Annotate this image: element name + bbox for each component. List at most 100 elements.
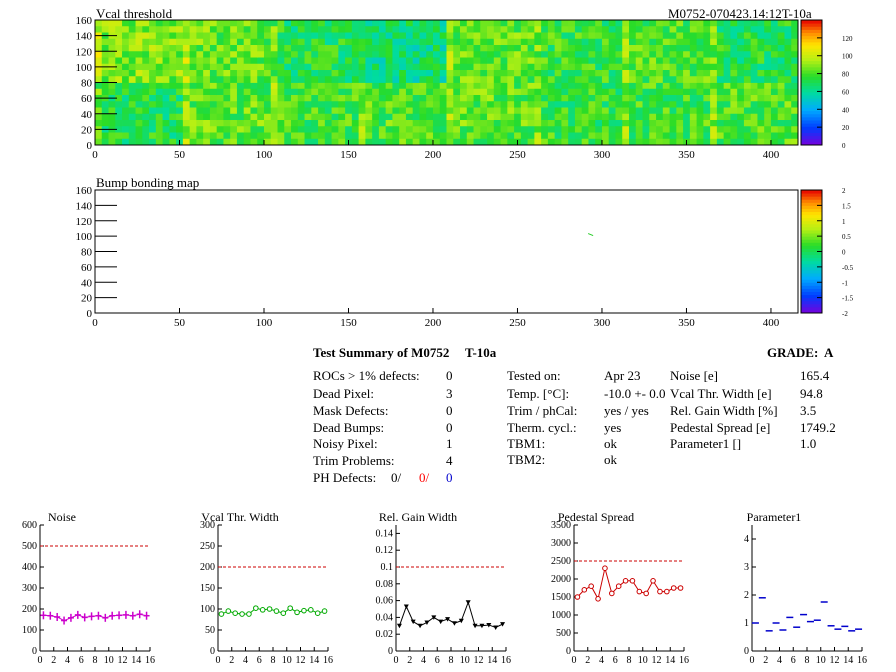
- heat-cell: [412, 132, 420, 140]
- heat-cell: [432, 32, 441, 40]
- heat-cell: [338, 126, 346, 133]
- heat-cell: [351, 107, 360, 115]
- heat-cell: [257, 57, 265, 65]
- heat-cell: [223, 70, 231, 77]
- heat-cell: [473, 45, 481, 52]
- heat-cell: [405, 76, 414, 83]
- heat-cell: [710, 38, 718, 46]
- heat-cell: [263, 51, 272, 58]
- heat-cell: [378, 76, 387, 83]
- heat-cell: [770, 45, 779, 52]
- heat-cell: [500, 38, 508, 46]
- heat-cell: [149, 88, 157, 96]
- heat-cell: [270, 113, 278, 121]
- heat-cell: [399, 120, 407, 127]
- heat-cell: [378, 70, 387, 77]
- heat-cell: [514, 26, 522, 33]
- heat-cell: [412, 57, 420, 65]
- bump-scale-cell: [801, 190, 822, 194]
- heat-cell: [770, 120, 779, 127]
- heat-cell: [480, 76, 488, 83]
- small-xtick-label: 2: [229, 655, 234, 666]
- heat-cell: [230, 32, 238, 40]
- heat-cell: [304, 20, 312, 27]
- heat-cell: [696, 120, 704, 127]
- heat-cell: [635, 76, 643, 83]
- heat-cell: [135, 63, 143, 71]
- heat-cell: [743, 126, 752, 133]
- heat-cell: [507, 95, 515, 102]
- heat-cell: [791, 51, 799, 58]
- small-ytick-label: 3: [744, 562, 749, 573]
- heat-cell: [182, 20, 191, 27]
- heat-cell: [128, 120, 136, 127]
- heat-cell: [649, 51, 657, 58]
- heat-cell: [622, 76, 630, 83]
- heat-cell: [311, 107, 319, 115]
- heat-cell: [541, 113, 549, 121]
- heat-cell: [676, 45, 684, 52]
- heat-cell: [649, 88, 657, 96]
- heat-cell: [507, 82, 515, 90]
- small-ytick-label: 100: [22, 625, 37, 636]
- heat-cell: [230, 95, 238, 102]
- heat-cell: [710, 51, 718, 58]
- heat-cell: [392, 20, 400, 27]
- heat-cell: [345, 63, 353, 71]
- heat-cell: [405, 32, 414, 40]
- vcal-xtick-label: 0: [92, 149, 98, 161]
- heat-cell: [324, 88, 332, 96]
- heat-cell: [629, 113, 637, 121]
- small-xtick-label: 4: [777, 655, 782, 666]
- heat-cell: [649, 132, 657, 140]
- vcal-scale-cell: [801, 20, 822, 24]
- heat-cell: [236, 45, 245, 52]
- vcal-scale-cell: [801, 38, 822, 43]
- heat-cell: [764, 107, 772, 115]
- summary-dead-bumps-value: 0: [446, 420, 453, 435]
- heat-cell: [770, 113, 779, 121]
- small-xtick-label: 12: [830, 655, 840, 666]
- heat-cell: [500, 120, 508, 127]
- heat-cell: [189, 126, 197, 133]
- heat-cell: [95, 88, 103, 96]
- heat-cell: [196, 26, 204, 33]
- heat-cell: [338, 45, 346, 52]
- heat-cell: [155, 26, 163, 33]
- heat-cell: [750, 26, 758, 33]
- heat-cell: [770, 51, 779, 58]
- heat-cell: [534, 126, 542, 133]
- heat-cell: [345, 20, 353, 27]
- small-xtick-label: 8: [449, 655, 454, 666]
- heat-cell: [757, 101, 765, 108]
- small-ytick-label: 1500: [551, 592, 571, 603]
- heat-cell: [473, 51, 481, 58]
- heat-cell: [554, 126, 562, 133]
- heat-cell: [608, 63, 616, 71]
- heat-cell: [439, 138, 447, 146]
- heat-cell: [412, 88, 420, 96]
- heat-cell: [777, 138, 785, 146]
- heat-cell: [358, 57, 366, 65]
- heat-cell: [574, 45, 583, 52]
- heat-cell: [196, 20, 204, 27]
- heat-cell: [338, 138, 346, 146]
- heat-cell: [703, 120, 711, 127]
- heat-cell: [304, 82, 312, 90]
- heat-cell: [101, 45, 109, 52]
- heat-cell: [378, 101, 387, 108]
- heat-cell: [345, 26, 353, 33]
- heat-cell: [757, 20, 765, 27]
- bump-scale-label: -1.5: [842, 295, 854, 303]
- heat-cell: [412, 138, 420, 146]
- heat-cell: [642, 32, 650, 40]
- summary-trim-value: yes / yes: [604, 403, 649, 418]
- heat-cell: [176, 26, 184, 33]
- heat-cell: [257, 113, 265, 121]
- heat-cell: [108, 57, 116, 65]
- heat-cell: [601, 63, 610, 71]
- heat-cell: [588, 70, 596, 77]
- small-ytick-label: 0.1: [381, 562, 394, 573]
- bump-scale-cell: [801, 294, 822, 299]
- small-xtick-label: 16: [857, 655, 867, 666]
